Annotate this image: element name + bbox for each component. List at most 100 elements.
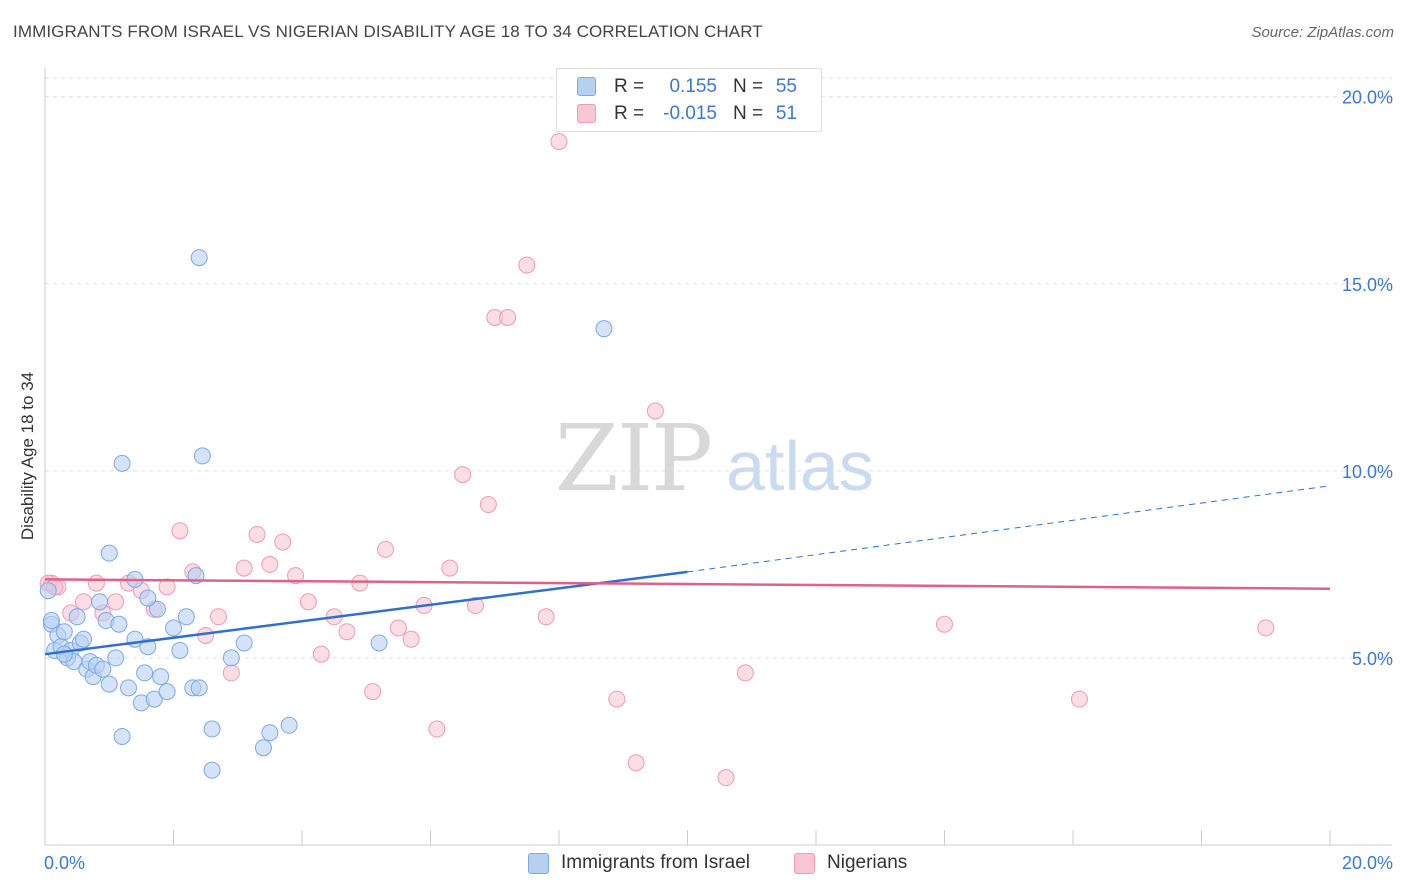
y-tick-label-1: 10.0% bbox=[1342, 462, 1393, 482]
israel-point-31 bbox=[165, 619, 182, 637]
israel-point-40 bbox=[235, 634, 253, 652]
israel-point-44 bbox=[190, 249, 208, 267]
israel-point-4 bbox=[55, 623, 73, 641]
israel-point-52 bbox=[595, 320, 613, 338]
israel-trend-extension bbox=[687, 485, 1331, 573]
legend-label-nigerians: Nigerians bbox=[827, 852, 908, 873]
israel-point-33 bbox=[177, 608, 195, 626]
israel-point-20 bbox=[110, 615, 128, 633]
nigerians-point-14 bbox=[209, 608, 227, 626]
nigerians-point-40 bbox=[550, 133, 568, 151]
nigerians-point-48 bbox=[1257, 619, 1275, 637]
israel-point-21 bbox=[113, 454, 131, 472]
israel-point-53 bbox=[39, 582, 57, 600]
nigerians-point-37 bbox=[499, 308, 517, 326]
nigerians-point-26 bbox=[364, 683, 382, 701]
nigerians-point-3 bbox=[75, 593, 93, 611]
nigerians-point-21 bbox=[299, 593, 317, 611]
n-value: 51 bbox=[775, 103, 797, 124]
israel-trend-line bbox=[44, 570, 688, 656]
nigerians-trend-line bbox=[44, 578, 1331, 590]
y-tick-label-2: 15.0% bbox=[1342, 275, 1393, 295]
nigerians-point-38 bbox=[518, 256, 536, 274]
nigerians-point-20 bbox=[287, 567, 305, 585]
israel-point-19 bbox=[107, 649, 125, 667]
nigerians-point-41 bbox=[608, 690, 626, 708]
israel-point-51 bbox=[370, 634, 388, 652]
nigerians-point-43 bbox=[646, 402, 664, 420]
israel-point-48 bbox=[203, 761, 221, 779]
nigerians-point-34 bbox=[466, 597, 484, 615]
nigerians-point-46 bbox=[936, 615, 953, 633]
nigerians-point-11 bbox=[171, 522, 189, 540]
israel-point-42 bbox=[261, 724, 279, 742]
n-value: 55 bbox=[775, 76, 797, 97]
n-label: N = bbox=[733, 76, 764, 97]
nigerians-point-28 bbox=[389, 619, 407, 637]
nigerians-point-42 bbox=[627, 754, 645, 772]
r-value: 0.155 bbox=[669, 76, 717, 97]
y-axis-label: Disability Age 18 to 34 bbox=[18, 371, 37, 541]
nigerians-point-4 bbox=[87, 574, 105, 592]
israel-point-54 bbox=[139, 589, 157, 607]
watermark-atlas: atlas bbox=[726, 427, 874, 505]
israel-point-45 bbox=[100, 544, 118, 562]
nigerians-point-19 bbox=[274, 533, 292, 551]
watermark: ZIP atlas bbox=[555, 405, 874, 512]
nigerians-point-16 bbox=[235, 559, 253, 577]
r-label: R = bbox=[614, 103, 645, 124]
israel-legend-swatch bbox=[528, 853, 549, 874]
nigerians-point-18 bbox=[261, 555, 279, 573]
nigerians-point-24 bbox=[338, 623, 356, 641]
israel-point-8 bbox=[68, 608, 86, 626]
israel-point-28 bbox=[148, 600, 166, 618]
nigerians-point-25 bbox=[351, 574, 369, 592]
nigerians-point-32 bbox=[441, 559, 459, 577]
nigerians-point-6 bbox=[107, 593, 125, 611]
israel-swatch bbox=[577, 77, 596, 96]
israel-point-30 bbox=[158, 683, 176, 701]
israel-point-39 bbox=[222, 649, 240, 667]
axes bbox=[44, 68, 1392, 846]
israel-point-41 bbox=[254, 739, 272, 757]
nigerians-point-27 bbox=[377, 540, 395, 558]
chart-title: IMMIGRANTS FROM ISRAEL VS NIGERIAN DISAB… bbox=[13, 22, 763, 41]
nigerians-point-45 bbox=[736, 664, 754, 682]
stats-row-nigerians: R = -0.015 N = 51 bbox=[557, 101, 821, 127]
israel-point-27 bbox=[145, 690, 163, 708]
israel-point-47 bbox=[55, 645, 73, 663]
nigerians-point-33 bbox=[454, 466, 472, 484]
nigerians-point-15 bbox=[222, 664, 240, 682]
n-label: N = bbox=[733, 103, 764, 124]
israel-point-18 bbox=[100, 675, 118, 693]
r-value: -0.015 bbox=[663, 103, 717, 124]
nigerians-point-22 bbox=[312, 645, 330, 663]
nigerians-legend-swatch bbox=[794, 853, 815, 874]
israel-point-10 bbox=[75, 630, 93, 648]
israel-point-36 bbox=[190, 679, 208, 697]
y-tick-label-3: 20.0% bbox=[1342, 88, 1393, 108]
nigerians-point-39 bbox=[537, 608, 555, 626]
israel-point-38 bbox=[203, 720, 221, 738]
nigerians-point-29 bbox=[402, 630, 420, 648]
y-tick-label-0: 5.0% bbox=[1352, 649, 1393, 669]
r-label: R = bbox=[614, 76, 645, 97]
source-label: Source: ZipAtlas.com bbox=[1251, 24, 1394, 41]
israel-point-49 bbox=[113, 727, 131, 745]
israel-point-16 bbox=[94, 660, 112, 678]
nigerians-point-31 bbox=[428, 720, 446, 738]
nigerians-point-44 bbox=[717, 769, 735, 787]
stats-row-israel: R = 0.155 N = 55 bbox=[557, 74, 821, 100]
x-tick-label-left: 0.0% bbox=[44, 853, 85, 873]
nigerians-swatch bbox=[577, 104, 596, 123]
nigerians-point-35 bbox=[479, 496, 497, 514]
nigerians-point-47 bbox=[1070, 690, 1088, 708]
israel-point-37 bbox=[193, 447, 211, 465]
watermark-zip: ZIP bbox=[555, 405, 711, 512]
nigerians-point-17 bbox=[248, 525, 266, 543]
israel-point-25 bbox=[136, 664, 154, 682]
israel-point-50 bbox=[42, 612, 60, 630]
stats-legend: R = 0.155 N = 55 R = -0.015 N = 51 bbox=[556, 68, 822, 132]
israel-point-32 bbox=[171, 641, 189, 659]
